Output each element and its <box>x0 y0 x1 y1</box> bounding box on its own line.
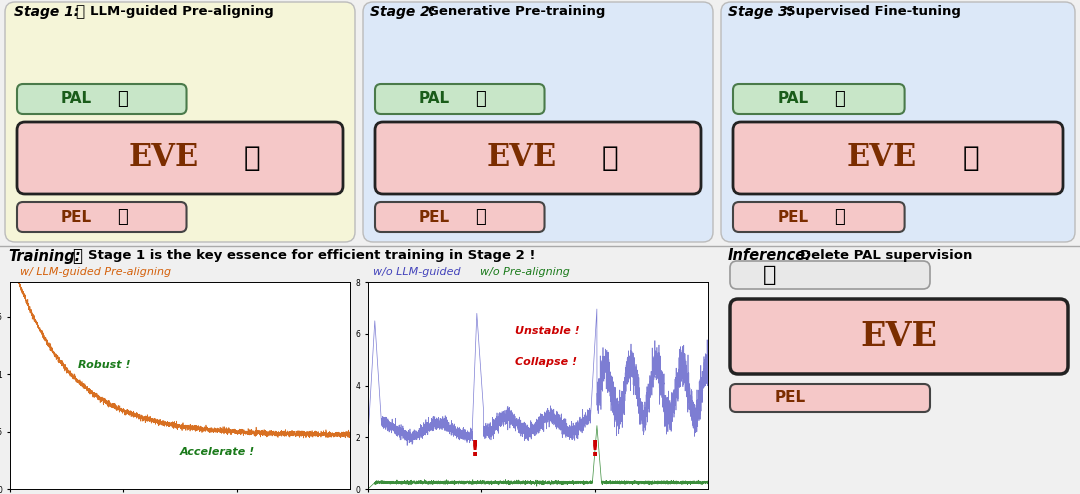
Text: EVE: EVE <box>129 142 199 173</box>
Text: PEL: PEL <box>778 209 809 224</box>
Text: Stage 3:: Stage 3: <box>728 5 793 19</box>
Text: Collapse !: Collapse ! <box>515 357 578 367</box>
Text: Training:: Training: <box>8 248 81 263</box>
FancyBboxPatch shape <box>375 122 701 194</box>
Text: Generative Pre-training: Generative Pre-training <box>428 5 606 18</box>
Text: Supervised Fine-tuning: Supervised Fine-tuning <box>786 5 961 18</box>
Text: 🔥: 🔥 <box>117 208 127 226</box>
Text: EVE: EVE <box>487 142 557 173</box>
Text: 🔥: 🔥 <box>117 90 127 108</box>
FancyBboxPatch shape <box>733 122 1063 194</box>
FancyBboxPatch shape <box>17 122 343 194</box>
FancyBboxPatch shape <box>733 84 905 114</box>
FancyBboxPatch shape <box>721 2 1075 242</box>
FancyBboxPatch shape <box>730 299 1068 374</box>
Text: PEL: PEL <box>419 209 450 224</box>
Text: 🔥: 🔥 <box>475 208 486 226</box>
Text: w/ LLM-guided Pre-aligning: w/ LLM-guided Pre-aligning <box>21 267 171 277</box>
Text: Stage 1 is the key essence for efficient training in Stage 2 !: Stage 1 is the key essence for efficient… <box>87 249 536 262</box>
Text: Accelerate !: Accelerate ! <box>180 447 255 456</box>
Text: 🧊: 🧊 <box>243 144 260 172</box>
FancyBboxPatch shape <box>730 261 930 289</box>
Text: !: ! <box>470 440 480 460</box>
FancyBboxPatch shape <box>375 202 544 232</box>
Text: ⭐: ⭐ <box>75 4 84 19</box>
FancyBboxPatch shape <box>375 84 544 114</box>
Text: 🔥: 🔥 <box>602 144 618 172</box>
Text: PEL: PEL <box>774 390 806 406</box>
Text: Stage 2:: Stage 2: <box>370 5 435 19</box>
Text: PAL: PAL <box>60 91 92 107</box>
Text: EVE: EVE <box>861 320 937 353</box>
Text: 🔥: 🔥 <box>962 144 978 172</box>
Text: Robust !: Robust ! <box>78 360 131 370</box>
FancyBboxPatch shape <box>363 2 713 242</box>
Text: PAL: PAL <box>778 91 809 107</box>
FancyBboxPatch shape <box>5 2 355 242</box>
Text: !: ! <box>590 440 599 460</box>
Text: LLM-guided Pre-aligning: LLM-guided Pre-aligning <box>90 5 273 18</box>
Text: PAL: PAL <box>419 91 450 107</box>
FancyBboxPatch shape <box>17 202 187 232</box>
Text: PEL: PEL <box>60 209 92 224</box>
Text: Stage 1:: Stage 1: <box>14 5 79 19</box>
Text: 🔥: 🔥 <box>475 90 486 108</box>
Text: 🔥: 🔥 <box>834 208 845 226</box>
Text: 🚫: 🚫 <box>764 265 777 285</box>
FancyBboxPatch shape <box>730 384 930 412</box>
Text: 🔥: 🔥 <box>834 90 845 108</box>
Text: Inference:: Inference: <box>728 248 812 263</box>
Text: w/o LLM-guided: w/o LLM-guided <box>373 267 461 277</box>
Text: ⭐: ⭐ <box>72 247 82 265</box>
Text: Unstable !: Unstable ! <box>515 326 580 336</box>
Text: Delete PAL supervision: Delete PAL supervision <box>800 249 972 262</box>
Text: w/o Pre-aligning: w/o Pre-aligning <box>480 267 570 277</box>
Text: EVE: EVE <box>847 142 917 173</box>
FancyBboxPatch shape <box>733 202 905 232</box>
FancyBboxPatch shape <box>17 84 187 114</box>
